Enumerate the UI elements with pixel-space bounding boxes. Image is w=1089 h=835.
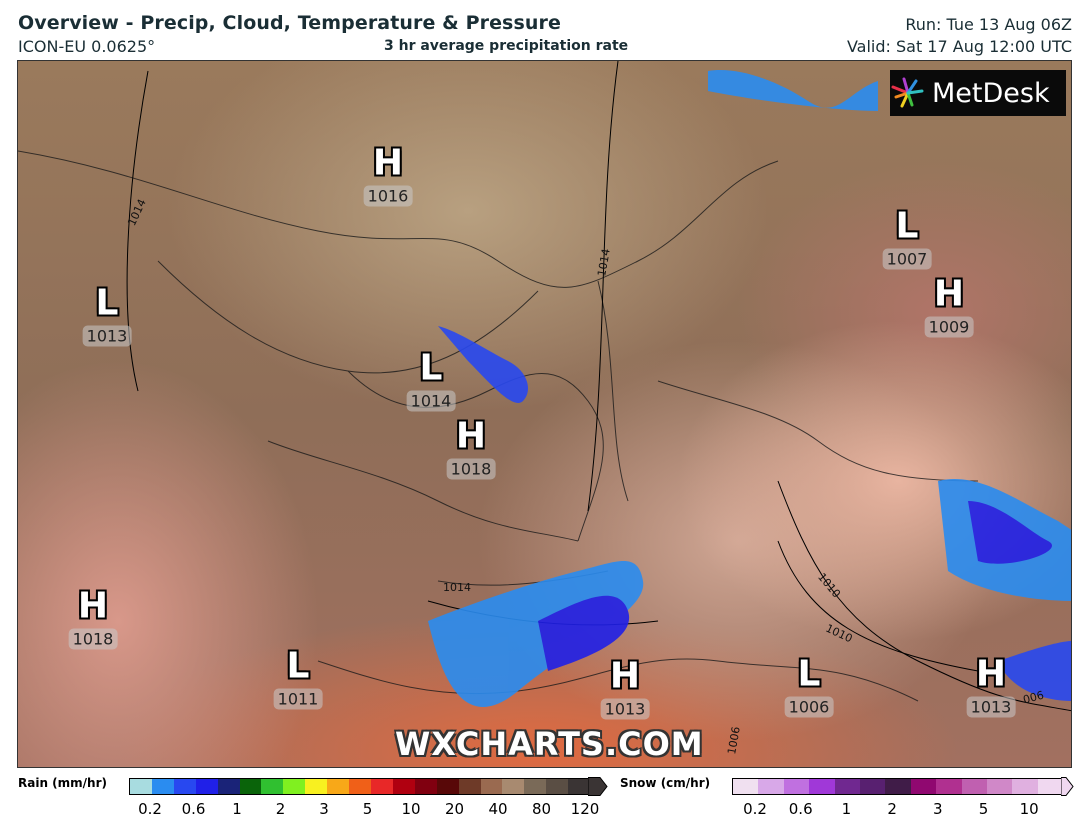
precip-area [428, 561, 644, 707]
snow-colorbar [732, 778, 1064, 795]
rain-tick-label: 3 [319, 800, 329, 818]
rain-legend-label: Rain (mm/hr) [18, 776, 107, 790]
pressure-center-high: H 1016 [363, 145, 413, 207]
pressure-center-high: H 1013 [600, 658, 650, 720]
metdesk-logo: MetDesk [890, 70, 1066, 116]
snow-color-swatch [936, 779, 962, 794]
snow-color-swatch [758, 779, 784, 794]
snow-color-swatch [885, 779, 911, 794]
isobar-label: 1014 [443, 581, 471, 594]
pressure-center-high: H 1009 [924, 276, 974, 338]
rain-tick-label: 20 [444, 800, 465, 818]
rain-tick-label: 0.2 [138, 800, 162, 818]
rain-tick-label: 5 [362, 800, 373, 818]
rain-tick-label: 2 [275, 800, 286, 818]
precipitation [428, 70, 1071, 707]
snow-color-swatch [1037, 779, 1064, 794]
pressure-center-low: L 1006 [784, 656, 834, 718]
snow-tick-label: 0.2 [743, 800, 767, 818]
rain-color-swatch [370, 779, 393, 794]
rain-color-swatch [502, 779, 525, 794]
rain-color-swatch [436, 779, 459, 794]
starburst-icon [891, 77, 924, 108]
pressure-center-low: L 1014 [406, 350, 456, 412]
snow-color-swatch [910, 779, 937, 794]
pressure-center-high: H 1018 [68, 588, 118, 650]
rain-color-swatch [261, 779, 284, 794]
rain-color-swatch [130, 779, 152, 794]
snow-color-swatch [809, 779, 835, 794]
pressure-center-high: H 1013 [966, 656, 1016, 718]
snow-color-swatch [1012, 779, 1038, 794]
logo-text: MetDesk [932, 77, 1050, 109]
isobars [126, 61, 1071, 712]
snow-color-swatch [783, 779, 810, 794]
map-layers [18, 61, 1071, 712]
precip-area [438, 326, 528, 403]
snow-tick-label: 2 [887, 800, 897, 818]
pressure-center-low: L 1011 [273, 648, 323, 710]
rain-tick-label: 80 [531, 800, 552, 818]
valid-time: Valid: Sat 17 Aug 12:00 UTC [846, 37, 1072, 56]
precip-area [708, 70, 878, 111]
rain-color-swatch [239, 779, 262, 794]
rain-color-swatch [414, 779, 437, 794]
rain-color-swatch [392, 779, 415, 794]
precip-area [998, 641, 1071, 701]
precip-area [538, 595, 630, 671]
snow-tick-label: 3 [933, 800, 943, 818]
snow-color-swatch [961, 779, 987, 794]
snow-color-swatch [834, 779, 860, 794]
precip-area [968, 501, 1052, 564]
chart-subtitle: 3 hr average precipitation rate [384, 38, 629, 54]
snow-tick-label: 0.6 [788, 800, 813, 818]
rain-color-swatch [524, 779, 547, 794]
rain-tick-label: 0.6 [181, 800, 206, 818]
run-time: Run: Tue 13 Aug 06Z [905, 15, 1072, 34]
rain-color-swatch [349, 779, 371, 794]
rain-color-swatch [283, 779, 306, 794]
snow-tick-label: 1 [841, 800, 852, 818]
pressure-center-low: L 1007 [882, 208, 932, 270]
rain-tick-label: 120 [570, 800, 600, 818]
snow-color-swatch [859, 779, 886, 794]
pressure-center-low: L 1013 [82, 285, 132, 347]
pressure-center-high: H 1018 [446, 418, 496, 480]
watermark: WXCHARTS.COM [395, 725, 704, 763]
snow-color-swatch [986, 779, 1013, 794]
rain-tick-label: 10 [401, 800, 421, 818]
snow-colorbar-arrow [1061, 777, 1074, 796]
rain-color-swatch [568, 779, 591, 794]
rain-color-swatch [151, 779, 174, 794]
chart-title: Overview - Precip, Cloud, Temperature & … [18, 12, 561, 34]
rain-tick-label: 1 [232, 800, 242, 818]
rain-colorbar-arrow [588, 777, 608, 796]
snow-legend-label: Snow (cm/hr) [620, 776, 711, 790]
rain-colorbar [129, 778, 591, 795]
rain-color-swatch [195, 779, 218, 794]
rain-color-swatch [173, 779, 196, 794]
rain-color-swatch [217, 779, 240, 794]
rain-color-swatch [305, 779, 328, 794]
model-label: ICON-EU 0.0625° [18, 37, 156, 56]
weather-map: H 1016 L 1007 H 1009 L 1013 L 1014 H 1018 H 101… [17, 60, 1072, 768]
rain-tick-label: 40 [488, 800, 508, 818]
snow-tick-label: 5 [978, 800, 989, 818]
snow-tick-label: 10 [1019, 800, 1039, 818]
rain-color-swatch [458, 779, 481, 794]
rain-color-swatch [480, 779, 503, 794]
snow-color-swatch [733, 779, 759, 794]
rain-color-swatch [327, 779, 350, 794]
rain-color-swatch [546, 779, 569, 794]
